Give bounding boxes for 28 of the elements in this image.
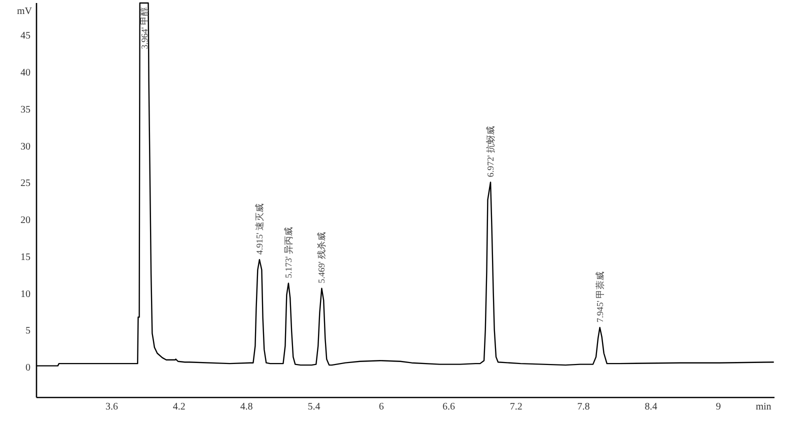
x-tick-label: 5.4 <box>308 402 320 412</box>
x-tick-label: 7.2 <box>510 402 522 412</box>
x-tick-label: 8.4 <box>644 402 658 412</box>
x-axis-title: min <box>756 402 772 412</box>
y-tick-label: 5 <box>26 326 30 337</box>
y-tick-label: 40 <box>20 68 30 79</box>
y-tick-label: 25 <box>20 178 30 190</box>
x-tick-label: 6 <box>378 402 384 412</box>
x-tick-label: 7.8 <box>577 402 590 412</box>
y-tick-label: 30 <box>20 141 30 152</box>
y-tick-label: 35 <box>20 104 30 116</box>
annotation: 6.972' 抗蚜威 <box>486 126 496 178</box>
annotation: 3.964' 甲醇 <box>139 7 150 50</box>
y-tick-label: 20 <box>20 215 30 226</box>
annotation: 5.173' 异丙威 <box>283 227 294 278</box>
y-tick-label: 0 <box>26 362 30 374</box>
x-tick-label: 6.6 <box>442 402 455 412</box>
y-tick-label: 45 <box>20 30 30 42</box>
y-axis-title: mV <box>17 6 33 17</box>
annotation: 4.915' 速灭威 <box>254 203 264 255</box>
x-tick-label: 4.2 <box>172 402 186 412</box>
x-tick-label: 4.8 <box>240 402 253 412</box>
x-tick-label: 3.6 <box>106 402 118 412</box>
y-tick-label: 15 <box>20 252 30 263</box>
annotation: 5.469' 残杀威 <box>316 232 327 284</box>
y-tick-label: 10 <box>20 288 30 300</box>
x-tick-label: 9 <box>716 402 721 412</box>
annotation: 7.945' 甲萘威 <box>594 271 605 322</box>
